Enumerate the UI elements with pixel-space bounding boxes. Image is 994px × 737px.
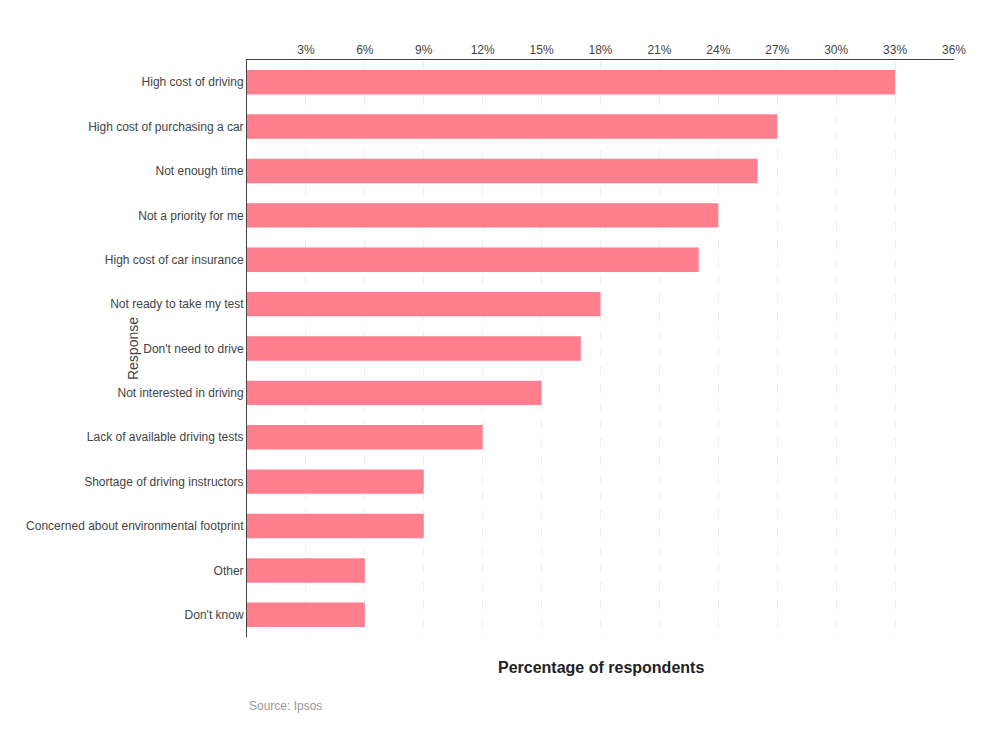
svg-text:Not ready to take my test: Not ready to take my test <box>110 297 244 311</box>
svg-text:Source: Ipsos: Source: Ipsos <box>249 699 322 713</box>
svg-text:21%: 21% <box>647 43 671 57</box>
svg-text:Don't need to drive: Don't need to drive <box>143 342 244 356</box>
svg-text:6%: 6% <box>356 43 374 57</box>
svg-text:24%: 24% <box>706 43 730 57</box>
svg-text:High cost of car insurance: High cost of car insurance <box>105 253 244 267</box>
svg-text:Not interested in driving: Not interested in driving <box>118 386 244 400</box>
svg-text:9%: 9% <box>415 43 433 57</box>
svg-text:12%: 12% <box>471 43 495 57</box>
svg-text:36%: 36% <box>942 43 966 57</box>
svg-text:Response: Response <box>125 317 141 380</box>
svg-text:High cost of driving: High cost of driving <box>142 75 244 89</box>
svg-text:18%: 18% <box>588 43 612 57</box>
svg-text:Don't know: Don't know <box>185 608 244 622</box>
svg-text:30%: 30% <box>824 43 848 57</box>
svg-text:Concerned about environmental: Concerned about environmental footprint <box>26 519 244 533</box>
svg-text:Not a priority for me: Not a priority for me <box>138 209 244 223</box>
svg-text:Other: Other <box>214 564 244 578</box>
svg-text:Lack of available driving test: Lack of available driving tests <box>87 430 244 444</box>
svg-text:3%: 3% <box>297 43 315 57</box>
svg-text:Not enough time: Not enough time <box>156 164 244 178</box>
svg-text:Shortage of driving instructor: Shortage of driving instructors <box>84 475 243 489</box>
svg-text:15%: 15% <box>530 43 554 57</box>
svg-text:Percentage of respondents: Percentage of respondents <box>498 659 704 676</box>
svg-text:High cost of purchasing a car: High cost of purchasing a car <box>88 120 243 134</box>
svg-text:33%: 33% <box>883 43 907 57</box>
svg-text:27%: 27% <box>765 43 789 57</box>
